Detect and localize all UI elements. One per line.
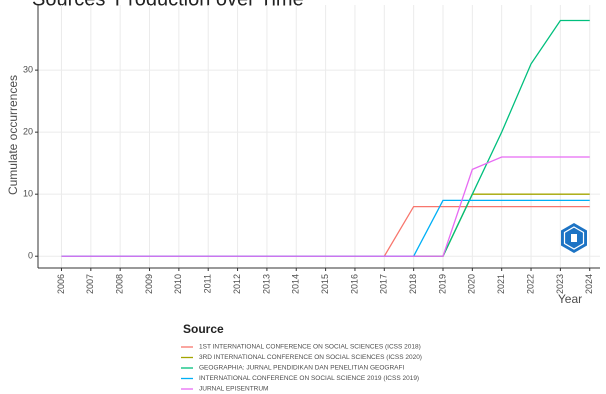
- y-tick-label: 10: [23, 189, 33, 199]
- x-tick-label: 2007: [85, 274, 95, 294]
- chart-title: Sources' Production over Time: [32, 0, 304, 10]
- x-tick-label: 2008: [115, 274, 125, 294]
- y-tick-label: 20: [23, 127, 33, 137]
- legend-label: 1ST INTERNATIONAL CONFERENCE ON SOCIAL S…: [199, 344, 421, 351]
- legend-label: 3RD INTERNATIONAL CONFERENCE ON SOCIAL S…: [199, 354, 422, 361]
- y-tick-label: 30: [23, 65, 33, 75]
- x-tick-label: 2017: [379, 274, 389, 294]
- legend-label: GEOGRAPHIA: JURNAL PENDIDIKAN DAN PENELI…: [199, 365, 404, 372]
- y-axis-label: Cumulate occurrences: [6, 75, 20, 195]
- x-tick-label: 2016: [349, 274, 359, 294]
- x-tick-label: 2020: [467, 274, 477, 294]
- series-line: [61, 156, 590, 257]
- x-tick-label: 2024: [584, 274, 594, 294]
- y-tick-label: 0: [28, 251, 33, 261]
- legend-label: JURNAL EPISENTRUM: [199, 386, 268, 393]
- x-tick-label: 2013: [261, 274, 271, 294]
- logo: [561, 223, 587, 253]
- legend-title: Source: [183, 322, 224, 336]
- legend-label: INTERNATIONAL CONFERENCE ON SOCIAL SCIEN…: [199, 375, 419, 382]
- x-tick-label: 2012: [232, 274, 242, 294]
- x-tick-label: 2014: [291, 274, 301, 294]
- x-tick-label: 2021: [496, 274, 506, 294]
- x-axis-label: Year: [558, 292, 582, 306]
- plot-area: [38, 5, 600, 268]
- x-tick-label: 2006: [56, 274, 66, 294]
- x-tick-label: 2022: [525, 274, 535, 294]
- x-tick-label: 2023: [555, 274, 565, 294]
- x-tick-label: 2009: [144, 274, 154, 294]
- x-tick-label: 2015: [320, 274, 330, 294]
- x-tick-label: 2019: [437, 274, 447, 294]
- x-tick-label: 2010: [173, 274, 183, 294]
- x-tick-label: 2011: [203, 274, 213, 293]
- x-tick-label: 2018: [408, 274, 418, 294]
